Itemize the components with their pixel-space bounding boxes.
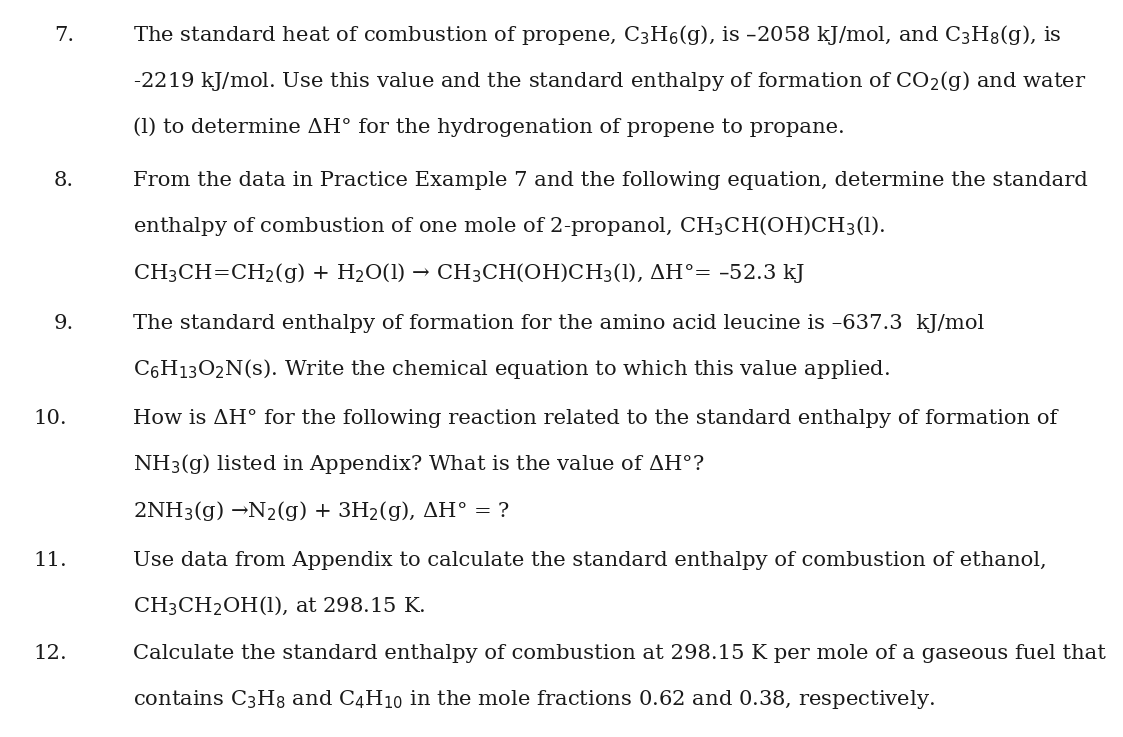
Text: From the data in Practice Example 7 and the following equation, determine the st: From the data in Practice Example 7 and … xyxy=(133,171,1087,189)
Text: 9.: 9. xyxy=(54,314,74,332)
Text: CH$_3$CH$_2$OH(l), at 298.15 K.: CH$_3$CH$_2$OH(l), at 298.15 K. xyxy=(133,595,426,618)
Text: The standard heat of combustion of propene, C$_3$H$_6$(g), is –2058 kJ/mol, and : The standard heat of combustion of prope… xyxy=(133,23,1061,46)
Text: Use data from Appendix to calculate the standard enthalpy of combustion of ethan: Use data from Appendix to calculate the … xyxy=(133,551,1047,570)
Text: 7.: 7. xyxy=(54,26,74,44)
Text: 2NH$_3$(g) →N$_2$(g) + 3H$_2$(g), ΔH° = ?: 2NH$_3$(g) →N$_2$(g) + 3H$_2$(g), ΔH° = … xyxy=(133,499,510,523)
Text: contains C$_3$H$_8$ and C$_4$H$_{10}$ in the mole fractions 0.62 and 0.38, respe: contains C$_3$H$_8$ and C$_4$H$_{10}$ in… xyxy=(133,688,934,711)
Text: enthalpy of combustion of one mole of 2-propanol, CH$_3$CH(OH)CH$_3$(l).: enthalpy of combustion of one mole of 2-… xyxy=(133,214,885,238)
Text: 10.: 10. xyxy=(34,409,67,427)
Text: (l) to determine ΔH° for the hydrogenation of propene to propane.: (l) to determine ΔH° for the hydrogenati… xyxy=(133,118,844,137)
Text: -2219 kJ/mol. Use this value and the standard enthalpy of formation of CO$_2$(g): -2219 kJ/mol. Use this value and the sta… xyxy=(133,69,1086,93)
Text: 8.: 8. xyxy=(54,171,74,189)
Text: NH$_3$(g) listed in Appendix? What is the value of ΔH°?: NH$_3$(g) listed in Appendix? What is th… xyxy=(133,453,704,476)
Text: Calculate the standard enthalpy of combustion at 298.15 K per mole of a gaseous : Calculate the standard enthalpy of combu… xyxy=(133,644,1105,663)
Text: C$_6$H$_{13}$O$_2$N(s). Write the chemical equation to which this value applied.: C$_6$H$_{13}$O$_2$N(s). Write the chemic… xyxy=(133,357,889,381)
Text: The standard enthalpy of formation for the amino acid leucine is –637.3  kJ/mol: The standard enthalpy of formation for t… xyxy=(133,314,984,332)
Text: CH$_3$CH=CH$_2$(g) + H$_2$O(l) → CH$_3$CH(OH)CH$_3$(l), ΔH°= –52.3 kJ: CH$_3$CH=CH$_2$(g) + H$_2$O(l) → CH$_3$C… xyxy=(133,261,804,284)
Text: 11.: 11. xyxy=(34,551,67,570)
Text: How is ΔH° for the following reaction related to the standard enthalpy of format: How is ΔH° for the following reaction re… xyxy=(133,409,1057,427)
Text: 12.: 12. xyxy=(34,644,67,663)
